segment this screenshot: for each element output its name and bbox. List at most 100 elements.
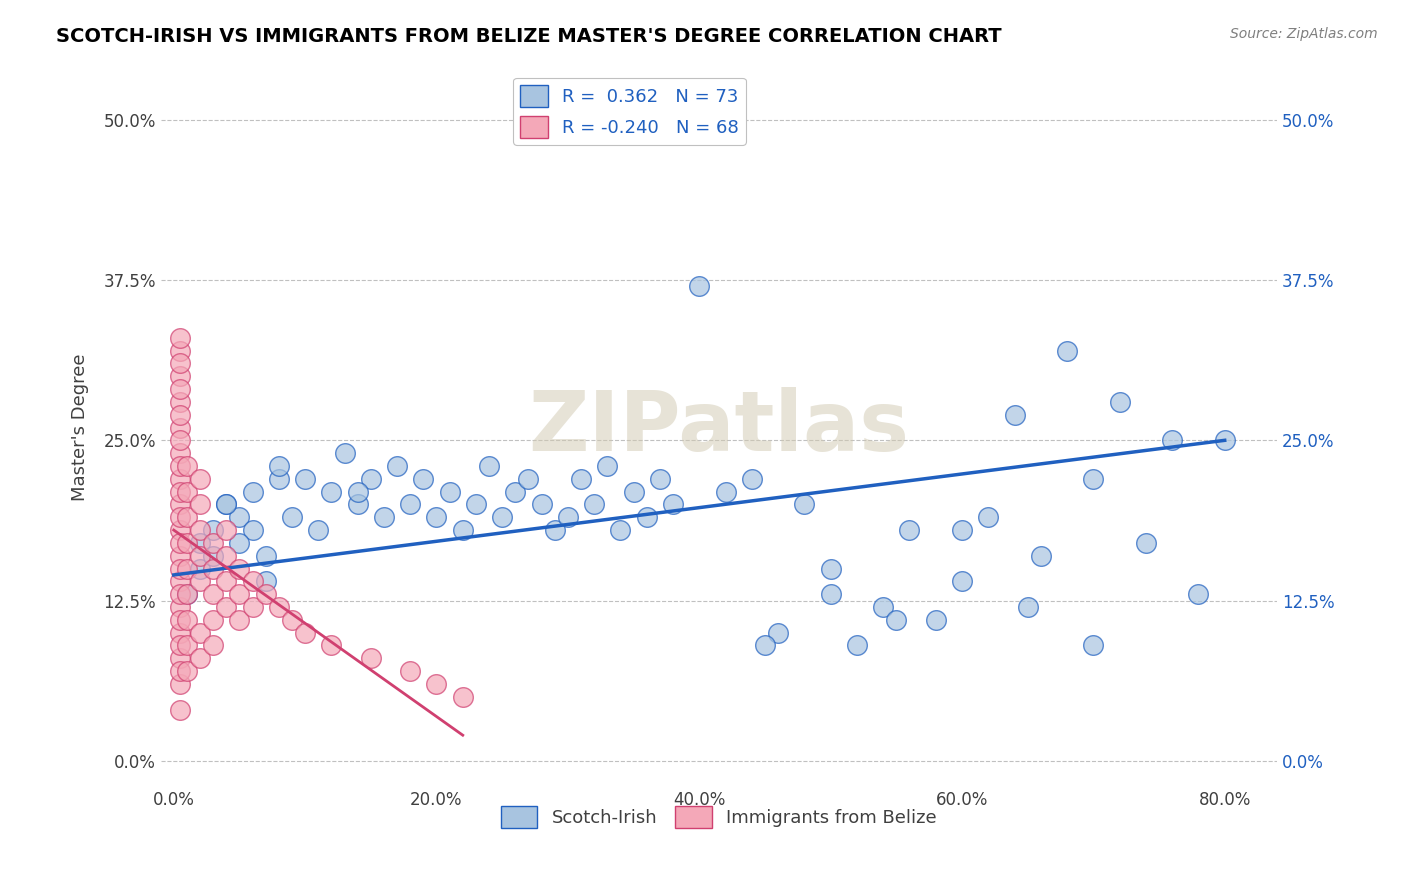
Point — [373, 510, 395, 524]
Point — [267, 599, 290, 614]
Point — [1004, 408, 1026, 422]
Point — [1187, 587, 1209, 601]
Point — [977, 510, 1000, 524]
Point — [583, 497, 606, 511]
Point — [609, 523, 631, 537]
Point — [169, 677, 191, 691]
Point — [202, 561, 225, 575]
Point — [451, 690, 474, 704]
Point — [202, 639, 225, 653]
Point — [267, 458, 290, 473]
Point — [169, 472, 191, 486]
Point — [662, 497, 685, 511]
Point — [169, 613, 191, 627]
Point — [569, 472, 592, 486]
Point — [517, 472, 540, 486]
Point — [169, 523, 191, 537]
Point — [464, 497, 486, 511]
Point — [242, 599, 264, 614]
Point — [169, 408, 191, 422]
Point — [399, 497, 422, 511]
Point — [399, 664, 422, 678]
Point — [176, 587, 198, 601]
Point — [820, 561, 842, 575]
Point — [242, 574, 264, 589]
Point — [242, 484, 264, 499]
Point — [228, 561, 250, 575]
Point — [202, 523, 225, 537]
Point — [169, 369, 191, 384]
Point — [169, 702, 191, 716]
Point — [188, 561, 211, 575]
Point — [215, 574, 238, 589]
Point — [188, 651, 211, 665]
Point — [294, 472, 316, 486]
Point — [176, 484, 198, 499]
Point — [623, 484, 645, 499]
Point — [215, 523, 238, 537]
Point — [202, 587, 225, 601]
Point — [425, 510, 447, 524]
Point — [741, 472, 763, 486]
Point — [1108, 395, 1130, 409]
Point — [950, 523, 973, 537]
Point — [925, 613, 948, 627]
Point — [176, 458, 198, 473]
Point — [169, 356, 191, 370]
Point — [169, 420, 191, 434]
Point — [360, 472, 382, 486]
Point — [321, 639, 343, 653]
Point — [346, 484, 368, 499]
Point — [254, 549, 277, 563]
Point — [544, 523, 567, 537]
Point — [169, 382, 191, 396]
Point — [267, 472, 290, 486]
Point — [1017, 599, 1039, 614]
Point — [188, 536, 211, 550]
Point — [215, 497, 238, 511]
Legend: Scotch-Irish, Immigrants from Belize: Scotch-Irish, Immigrants from Belize — [494, 798, 943, 835]
Point — [169, 446, 191, 460]
Point — [451, 523, 474, 537]
Point — [294, 625, 316, 640]
Point — [688, 279, 710, 293]
Point — [169, 664, 191, 678]
Point — [169, 639, 191, 653]
Point — [1056, 343, 1078, 358]
Point — [176, 587, 198, 601]
Point — [176, 536, 198, 550]
Point — [169, 587, 191, 601]
Point — [766, 625, 789, 640]
Point — [636, 510, 658, 524]
Point — [491, 510, 513, 524]
Y-axis label: Master's Degree: Master's Degree — [72, 354, 89, 501]
Point — [307, 523, 329, 537]
Point — [333, 446, 356, 460]
Point — [228, 510, 250, 524]
Point — [242, 523, 264, 537]
Point — [530, 497, 553, 511]
Text: SCOTCH-IRISH VS IMMIGRANTS FROM BELIZE MASTER'S DEGREE CORRELATION CHART: SCOTCH-IRISH VS IMMIGRANTS FROM BELIZE M… — [56, 27, 1002, 45]
Point — [884, 613, 907, 627]
Point — [505, 484, 527, 499]
Point — [321, 484, 343, 499]
Point — [169, 651, 191, 665]
Point — [360, 651, 382, 665]
Point — [845, 639, 868, 653]
Point — [596, 458, 619, 473]
Point — [714, 484, 737, 499]
Point — [215, 497, 238, 511]
Point — [1135, 536, 1157, 550]
Point — [188, 472, 211, 486]
Point — [169, 343, 191, 358]
Point — [176, 561, 198, 575]
Point — [176, 664, 198, 678]
Point — [820, 587, 842, 601]
Point — [169, 458, 191, 473]
Point — [478, 458, 501, 473]
Point — [169, 549, 191, 563]
Point — [1083, 639, 1105, 653]
Point — [169, 625, 191, 640]
Point — [202, 536, 225, 550]
Point — [793, 497, 815, 511]
